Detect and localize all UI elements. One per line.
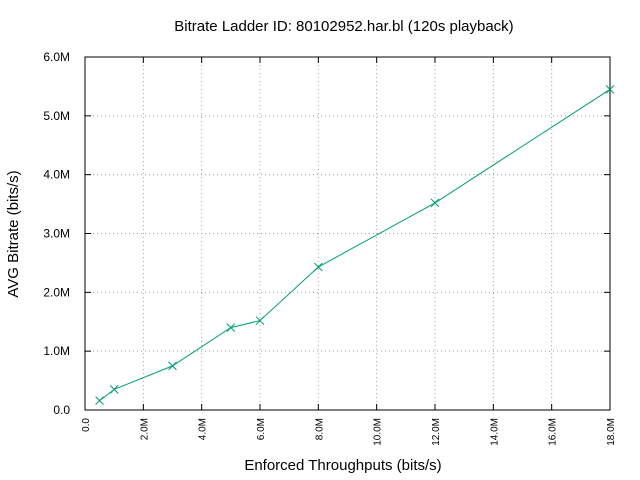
x-tick-label: 16.0M (548, 418, 559, 446)
series-line (99, 88, 611, 401)
series-layer (95, 85, 615, 405)
data-point-marker (313, 262, 323, 272)
y-tick-label: 6.0M (43, 50, 70, 64)
grid (85, 57, 610, 410)
data-point-marker (430, 198, 440, 208)
x-tick-label: 10.0M (373, 418, 384, 446)
x-tick-label: 4.0M (198, 418, 209, 440)
y-axis-title: AVG Bitrate (bits/s) (5, 170, 22, 297)
y-tick-label: 5.0M (43, 109, 70, 123)
data-point-marker (109, 385, 119, 394)
x-tick-label: 8.0M (314, 418, 325, 440)
x-tick-label: 0.0 (81, 418, 92, 432)
y-tick-label: 4.0M (43, 168, 70, 182)
data-point-marker (168, 361, 177, 371)
data-point-marker (255, 316, 265, 325)
x-tick-label: 14.0M (489, 418, 500, 446)
x-tick-label: 6.0M (256, 418, 267, 440)
y-tick-label: 3.0M (43, 227, 70, 241)
data-point-marker (226, 323, 236, 332)
x-tick-label: 2.0M (139, 418, 150, 440)
y-tick-label: 0.0 (53, 403, 70, 417)
y-tick-label: 2.0M (43, 285, 70, 299)
x-axis-title: Enforced Throughputs (bits/s) (244, 457, 441, 474)
data-point-marker (605, 85, 615, 94)
data-point-marker (95, 396, 104, 405)
x-tick-label: 12.0M (431, 418, 442, 446)
chart-title: Bitrate Ladder ID: 80102952.har.bl (120s… (174, 18, 513, 35)
x-tick-label: 18.0M (606, 418, 617, 446)
y-tick-label: 1.0M (43, 344, 70, 358)
axis-ticks: 0.0 2.0M 4.0M 6.0M 8.0M 10.0M 12.0M 14.0M 16.0M 1… (43, 50, 617, 446)
plot-area-border (84, 56, 611, 411)
